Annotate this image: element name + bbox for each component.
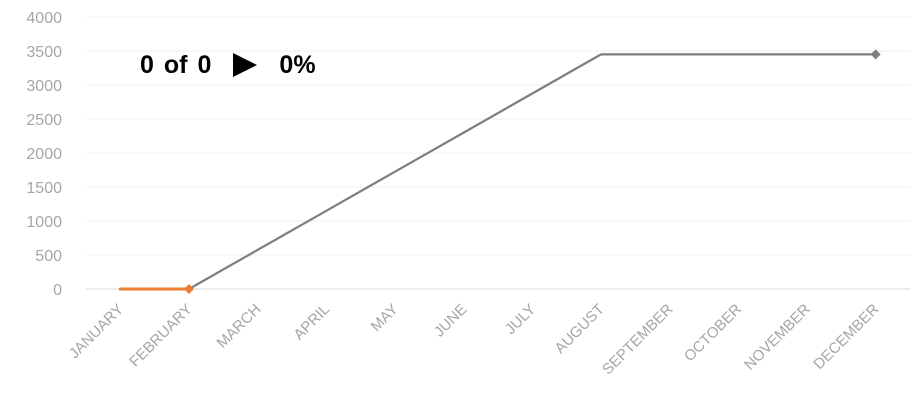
- total-count: 0: [197, 50, 212, 79]
- x-tick-label: AUGUST: [552, 301, 608, 357]
- x-tick-label: NOVEMBER: [741, 301, 814, 374]
- data-point-marker: [184, 284, 194, 294]
- x-tick-label: JUNE: [431, 301, 471, 341]
- y-tick-label: 4000: [26, 10, 62, 27]
- y-tick-label: 500: [35, 248, 62, 265]
- x-tick-label: DECEMBER: [810, 301, 882, 373]
- x-tick-label: JULY: [502, 301, 539, 338]
- x-tick-label: SEPTEMBER: [599, 301, 677, 379]
- series-markers: [184, 49, 881, 294]
- y-tick-label: 1500: [26, 180, 62, 197]
- gridlines: [86, 16, 910, 290]
- series-lines: [118, 53, 877, 291]
- series-line-1: [187, 53, 877, 291]
- y-tick-label: 3500: [26, 44, 62, 61]
- done-count: 0: [140, 50, 154, 79]
- play-triangle-icon: [233, 53, 258, 77]
- data-point-marker: [870, 49, 881, 60]
- y-tick-label: 3000: [26, 78, 62, 95]
- x-tick-label: MAY: [368, 301, 402, 335]
- y-axis-ticks: 0 500 1000 1500 2000 2500 3000 3500 4000: [26, 10, 62, 299]
- x-axis-ticks: JANUARY FEBRUARY MARCH APRIL MAY JUNE JULY AUGU…: [66, 301, 883, 379]
- x-tick-label: OCTOBER: [681, 301, 745, 365]
- x-tick-label: FEBRUARY: [126, 301, 196, 371]
- x-tick-label: MARCH: [214, 301, 265, 352]
- y-tick-label: 1000: [26, 214, 62, 231]
- progress-percent: 0%: [279, 50, 316, 79]
- y-tick-label: 2000: [26, 146, 62, 163]
- progress-status: 0 of 0 0%: [140, 48, 316, 82]
- y-tick-label: 2500: [26, 112, 62, 129]
- y-tick-label: 0: [53, 282, 62, 299]
- x-tick-label: JANUARY: [66, 301, 127, 362]
- x-tick-label: APRIL: [290, 301, 333, 344]
- of-label: of: [163, 50, 188, 79]
